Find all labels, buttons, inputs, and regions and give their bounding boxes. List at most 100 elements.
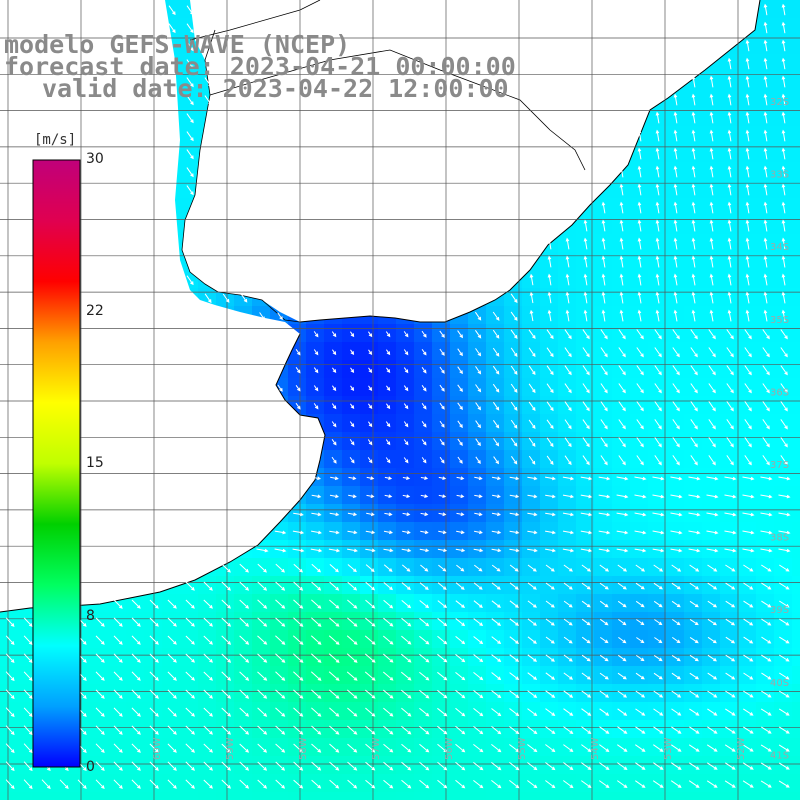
wind-arrow	[347, 707, 358, 717]
wind-arrow	[419, 653, 430, 663]
wind-arrow	[708, 347, 716, 358]
wind-arrow	[203, 725, 213, 735]
wind-arrow	[637, 273, 642, 286]
wind-arrow	[167, 707, 177, 717]
wind-arrow	[401, 582, 411, 591]
wind-arrow	[706, 512, 719, 517]
wind-arrow	[708, 437, 716, 448]
wind-arrow	[331, 439, 337, 446]
wind-arrow	[348, 476, 357, 481]
wind-arrow	[689, 564, 700, 572]
wind-arrow	[744, 383, 752, 394]
wind-arrow	[709, 237, 714, 250]
wind-arrow	[691, 165, 696, 178]
wind-arrow	[437, 600, 447, 609]
wind-arrow	[239, 653, 250, 663]
wind-arrow	[257, 599, 268, 609]
wind-arrow	[221, 743, 231, 753]
wind-arrow	[600, 347, 608, 358]
wind-arrow	[310, 635, 322, 645]
wind-arrow	[778, 530, 791, 535]
wind-arrow	[763, 255, 768, 268]
wind-arrow	[329, 707, 340, 717]
wind-arrow	[421, 385, 427, 392]
wind-arrow	[439, 348, 445, 356]
wind-arrow	[637, 219, 642, 232]
wind-arrow	[599, 690, 610, 698]
wind-arrow	[313, 385, 319, 392]
wind-arrow	[724, 548, 737, 553]
wind-arrow	[402, 512, 411, 517]
wind-arrow	[743, 564, 754, 572]
wind-arrow	[654, 383, 662, 394]
wind-arrow	[564, 455, 572, 466]
wind-arrow	[510, 383, 518, 393]
wind-arrow	[706, 476, 719, 481]
wind-arrow	[59, 779, 69, 789]
wind-arrow	[185, 725, 195, 735]
wind-arrow	[727, 237, 732, 250]
wind-arrow	[221, 761, 231, 771]
wind-arrow	[222, 293, 230, 303]
wind-arrow	[368, 385, 373, 392]
wind-arrow	[781, 255, 786, 268]
wind-arrow	[580, 476, 593, 481]
wind-arrow	[5, 779, 15, 790]
wind-arrow	[599, 744, 610, 753]
wind-arrow	[727, 183, 732, 196]
wind-arrow	[257, 689, 268, 699]
wind-arrow	[761, 690, 772, 698]
wind-arrow	[726, 455, 734, 466]
wind-arrow	[655, 255, 660, 268]
wind-arrow	[509, 600, 519, 608]
wind-arrow	[257, 707, 268, 717]
wind-arrow	[313, 367, 319, 374]
wind-arrow	[527, 564, 537, 572]
wind-arrow	[439, 456, 445, 464]
wind-arrow	[618, 347, 626, 358]
wind-arrow	[420, 512, 429, 517]
wind-arrow	[580, 494, 593, 499]
wind-arrow	[131, 743, 141, 753]
wind-arrow	[781, 309, 786, 322]
wind-arrow	[582, 365, 590, 376]
wind-arrow	[95, 617, 105, 627]
wind-arrow	[5, 635, 15, 645]
wind-arrow	[781, 39, 786, 52]
wind-arrow	[655, 291, 660, 304]
wind-arrow	[745, 255, 750, 268]
wind-arrow	[491, 512, 502, 517]
wind-arrow	[439, 402, 445, 410]
wind-arrow	[221, 581, 231, 591]
wind-arrow	[420, 530, 429, 535]
wind-arrow	[637, 237, 642, 250]
wind-arrow	[619, 255, 624, 268]
wind-arrow	[95, 779, 105, 789]
wind-arrow	[634, 548, 647, 553]
wind-arrow	[671, 744, 682, 752]
wind-arrow	[185, 599, 195, 609]
wind-arrow	[709, 273, 714, 286]
wind-arrow	[421, 457, 427, 464]
wind-arrow	[725, 708, 736, 716]
lat-label: 37S	[770, 460, 789, 471]
wind-arrow	[509, 690, 520, 699]
wind-arrow	[673, 129, 678, 142]
wind-arrow	[275, 635, 286, 645]
wind-arrow	[239, 689, 250, 699]
wind-arrow	[349, 403, 355, 410]
wind-arrow	[709, 93, 714, 106]
wind-arrow	[760, 548, 773, 553]
wind-arrow	[365, 530, 376, 535]
wind-arrow	[780, 329, 788, 340]
lat-label: 41S	[770, 750, 789, 761]
wind-arrow	[527, 762, 538, 771]
wind-arrow	[690, 383, 698, 394]
wind-arrow	[455, 779, 466, 789]
wind-arrow	[598, 494, 611, 499]
wind-arrow	[131, 689, 141, 699]
wind-arrow	[635, 600, 645, 608]
wind-arrow	[491, 582, 501, 590]
wind-arrow	[257, 725, 268, 735]
wind-arrow	[778, 780, 790, 788]
